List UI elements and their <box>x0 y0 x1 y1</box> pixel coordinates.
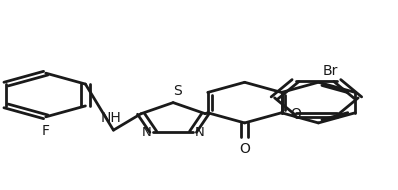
Text: F: F <box>42 124 50 139</box>
Text: O: O <box>239 142 250 156</box>
Text: Br: Br <box>322 63 338 78</box>
Text: N: N <box>195 126 205 139</box>
Text: N: N <box>142 126 151 139</box>
Text: NH: NH <box>101 111 122 125</box>
Text: O: O <box>290 107 301 121</box>
Text: S: S <box>173 84 181 98</box>
